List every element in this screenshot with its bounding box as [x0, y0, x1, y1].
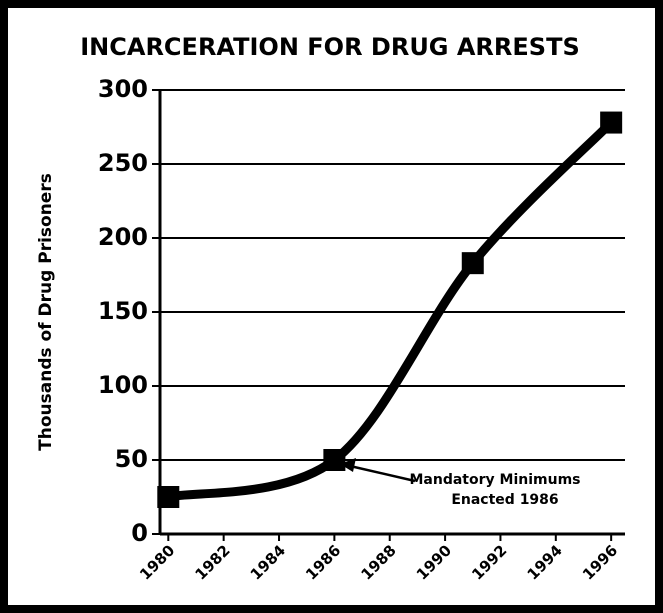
y-tick-label: 50 — [115, 445, 148, 473]
x-tick-label: 1992 — [468, 541, 510, 583]
x-tick-label: 1980 — [136, 541, 178, 583]
annotation-arrow — [349, 464, 416, 483]
y-tick-label: 150 — [98, 297, 148, 325]
x-tick-label: 1984 — [247, 541, 289, 583]
y-tick-label: 100 — [98, 371, 148, 399]
marker — [323, 449, 346, 471]
x-tick-label: 1982 — [191, 541, 233, 583]
marker — [461, 252, 484, 275]
chart-title: INCARCERATION FOR DRUG ARRESTS — [80, 33, 579, 61]
x-tick-label: 1994 — [524, 541, 566, 583]
y-tick-label: 250 — [98, 149, 148, 177]
x-tick-label: 1986 — [302, 541, 344, 583]
y-axis-label: Thousands of Drug Prisoners — [36, 173, 56, 451]
y-tick-label: 200 — [98, 223, 148, 251]
line — [163, 118, 616, 502]
marker — [600, 111, 623, 134]
annotation: Mandatory Minimums — [409, 472, 580, 488]
x-tick-label: 1996 — [579, 541, 621, 583]
x-tick-label: 1990 — [413, 541, 455, 583]
marker — [157, 486, 180, 508]
y-tick-label: 300 — [98, 75, 148, 103]
annotation-arrowhead — [340, 458, 356, 472]
annotation: Enacted 1986 — [451, 492, 558, 508]
y-tick-label: 0 — [131, 519, 148, 547]
x-tick-label: 1988 — [357, 541, 399, 583]
